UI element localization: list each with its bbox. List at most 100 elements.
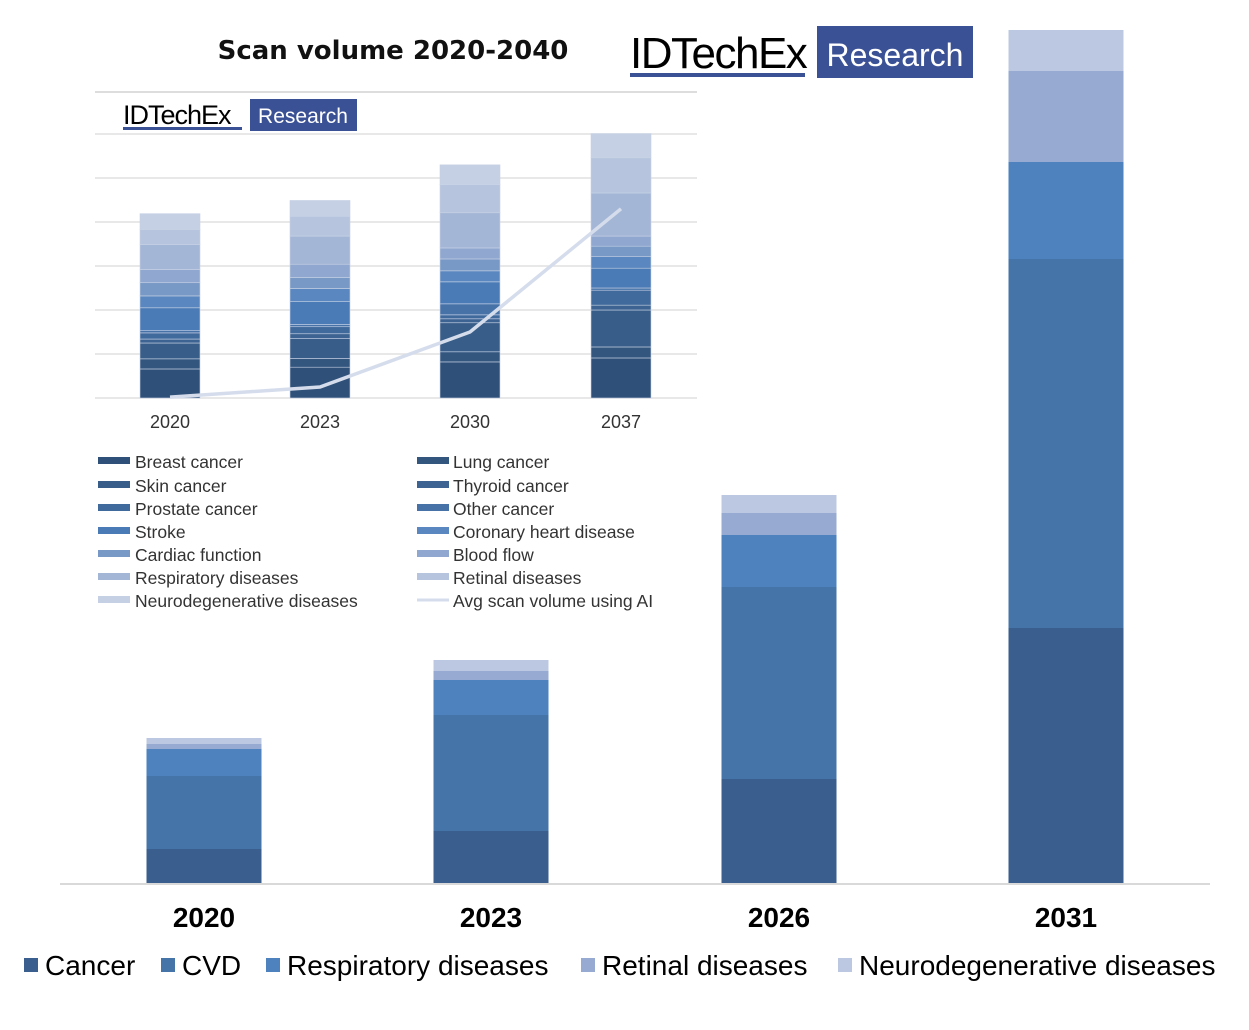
x-tick-label: 2031 <box>1035 902 1097 933</box>
inset-legend-swatch <box>417 504 449 511</box>
inset-bar-segment-prostate-cancer <box>289 326 351 335</box>
inset-bar-segment-blood-flow <box>139 269 201 284</box>
inset-x-tick-label: 2023 <box>300 412 340 432</box>
inset-legend-label: Breast cancer <box>135 452 243 472</box>
legend-swatch <box>581 958 595 972</box>
inset-x-tick-label: 2030 <box>450 412 490 432</box>
inset-legend-swatch <box>417 573 449 580</box>
inset-bar-segment-stroke <box>439 281 501 305</box>
inset-legend-swatch <box>98 527 130 534</box>
bar-segment-neurodegenerative-diseases <box>1008 30 1124 71</box>
inset-bar-segment-retinal-diseases <box>590 157 652 194</box>
inset-bar-segment-blood-flow <box>590 235 652 247</box>
legend-label: Cancer <box>45 950 135 981</box>
inset-legend-label: Avg scan volume using AI <box>453 591 653 611</box>
inset-bar-segment-coronary-heart-disease <box>139 295 201 309</box>
inset-legend-label: Other cancer <box>453 499 554 519</box>
inset-bar-segment-cardiac-function <box>289 277 351 289</box>
inset-bar-segment-respiratory-diseases <box>439 212 501 249</box>
inset-bar-segment-retinal-diseases <box>439 184 501 214</box>
inset-legend-label: Prostate cancer <box>135 499 258 519</box>
legend-swatch <box>266 958 280 972</box>
inset-avg-line <box>169 207 623 399</box>
inset-legend-label: Respiratory diseases <box>135 568 299 588</box>
inset-bar-segment-lung-cancer <box>139 358 201 370</box>
logo-box <box>817 26 973 78</box>
legend-swatch <box>838 958 852 972</box>
inset-legend-label: Neurodegenerative diseases <box>135 591 358 611</box>
x-tick-label: 2023 <box>460 902 522 933</box>
inset-bar-segment-thyroid-cancer <box>139 338 201 344</box>
bar-segment-respiratory-diseases <box>433 680 549 715</box>
inset-legend-label: Thyroid cancer <box>453 476 569 496</box>
inset-bar-segment-coronary-heart-disease <box>590 256 652 269</box>
inset-logo-box <box>250 99 357 131</box>
inset-legend-swatch <box>417 481 449 488</box>
bar-segment-cancer <box>1008 628 1124 883</box>
inset-bar-segment-cardiac-function <box>590 245 652 257</box>
inset-bar-segment-coronary-heart-disease <box>289 288 351 302</box>
inset-legend-label: Lung cancer <box>453 452 549 472</box>
inset-x-tick-label: 2037 <box>601 412 641 432</box>
inset-bar-segment-breast-cancer <box>590 357 652 399</box>
inset-logo-underline <box>123 127 242 130</box>
bar-segment-neurodegenerative-diseases <box>146 738 262 744</box>
inset-bar-segment-thyroid-cancer <box>590 304 652 311</box>
inset-bar-segment-cardiac-function <box>139 282 201 297</box>
logo-underline <box>630 73 805 77</box>
bar-segment-neurodegenerative-diseases <box>721 495 837 513</box>
inset-bar-segment-lung-cancer <box>590 346 652 359</box>
inset-logo-tag: Research <box>258 105 348 128</box>
legend-swatch <box>24 958 38 972</box>
chart-title: Scan volume 2020-2040 <box>218 36 569 66</box>
x-tick-label: 2026 <box>748 902 810 933</box>
inset-bar-segment-skin-cancer <box>439 322 501 353</box>
inset-bar-segment-skin-cancer <box>289 338 351 359</box>
inset-bar-segment-respiratory-diseases <box>289 235 351 265</box>
inset-bar-segment-other-cancer <box>139 330 201 334</box>
inset-legend-swatch <box>417 457 449 464</box>
legend-label: Neurodegenerative diseases <box>859 950 1215 981</box>
bar-segment-retinal-diseases <box>433 671 549 680</box>
bar-segment-respiratory-diseases <box>146 749 262 776</box>
inset-bar-segment-cardiac-function <box>439 258 501 272</box>
inset-bar-segment-breast-cancer <box>289 366 351 399</box>
inset-bar-segment-stroke <box>139 307 201 331</box>
bar-segment-retinal-diseases <box>1008 71 1124 162</box>
bar-segment-cancer <box>433 831 549 883</box>
bar-segment-cancer <box>146 849 262 883</box>
inset-bar-segment-retinal-diseases <box>289 215 351 237</box>
inset-bar-segment-stroke <box>590 267 652 289</box>
legend-label: Retinal diseases <box>602 950 807 981</box>
inset-legend-swatch <box>98 596 130 603</box>
inset-bar-segment-neurodegenerative-diseases <box>439 164 501 185</box>
inset-legend-swatch <box>98 504 130 511</box>
inset-bar-segment-blood-flow <box>439 247 501 260</box>
main-logo: IDTechEx Research <box>630 26 973 78</box>
legend-label: CVD <box>182 950 241 981</box>
inset-legend-swatch <box>417 527 449 534</box>
inset-legend-label: Retinal diseases <box>453 568 582 588</box>
bar-segment-cvd <box>433 715 549 831</box>
legend-label: Respiratory diseases <box>287 950 548 981</box>
inset-legend-swatch <box>98 481 130 488</box>
bar-segment-cancer <box>721 779 837 883</box>
inset-bar-segment-neurodegenerative-diseases <box>139 213 201 230</box>
inset-bar-segment-thyroid-cancer <box>289 333 351 339</box>
inset-legend-swatch <box>98 457 130 464</box>
inset-bar-segment-neurodegenerative-diseases <box>289 200 351 217</box>
inset-legend-label: Cardiac function <box>135 545 261 565</box>
inset-bar-segment-coronary-heart-disease <box>439 270 501 283</box>
bar-segment-respiratory-diseases <box>1008 162 1124 259</box>
inset-bar-segment-other-cancer <box>289 324 351 328</box>
x-tick-label: 2020 <box>173 902 235 933</box>
inset-bar-segment-skin-cancer <box>590 309 652 348</box>
main-chart: 2020 2023 2026 2031 Cancer CVD Respiratory dis… <box>24 30 1215 981</box>
inset-legend-label: Stroke <box>135 522 186 542</box>
inset-x-tick-label: 2020 <box>150 412 190 432</box>
inset-logo: IDTechEx Research <box>95 91 697 131</box>
inset-legend-label: Blood flow <box>453 545 534 565</box>
inset-legend-swatch <box>417 550 449 557</box>
bar-segment-neurodegenerative-diseases <box>433 660 549 671</box>
